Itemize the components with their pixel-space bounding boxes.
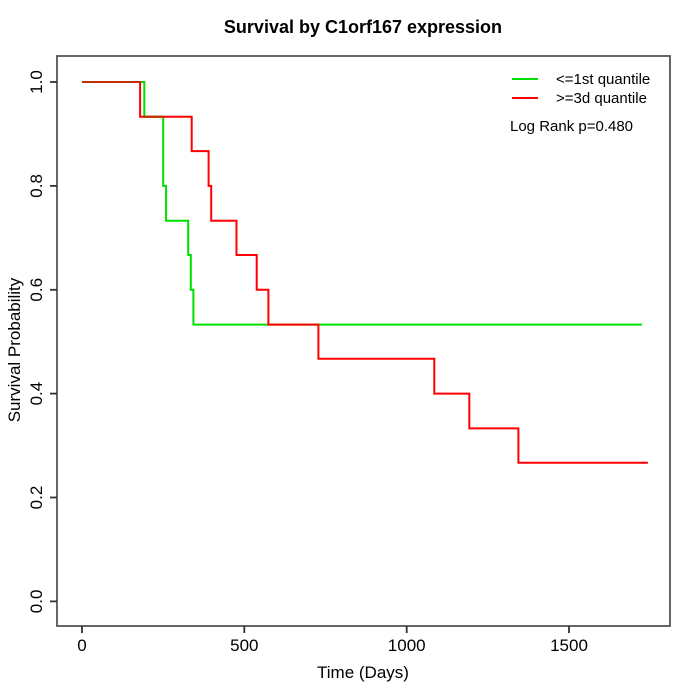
plot-border [56, 55, 671, 627]
y-tick-label: 0.6 [27, 278, 46, 302]
y-axis-title: Survival Probability [5, 277, 24, 422]
legend-label-first-quantile: <=1st quantile [556, 71, 650, 88]
y-tick-label: 0.4 [27, 382, 46, 406]
survival-curve-high-expression [82, 81, 648, 464]
chart-title: Survival by C1orf167 expression [224, 17, 502, 37]
legend: <=1st quantile >=3d quantile Log Rank p=… [510, 71, 650, 135]
x-axis-ticks: 0 500 1000 1500 [77, 626, 588, 655]
x-tick-label: 500 [230, 636, 258, 655]
x-tick-label: 1500 [550, 636, 588, 655]
y-axis-ticks: 0.0 0.2 0.4 0.6 0.8 1.0 [27, 70, 57, 613]
x-tick-label: 0 [77, 636, 86, 655]
survival-curves [82, 81, 648, 464]
legend-label-third-quantile: >=3d quantile [556, 90, 647, 107]
y-tick-label: 0.0 [27, 590, 46, 614]
y-tick-label: 0.2 [27, 486, 46, 510]
y-tick-label: 0.8 [27, 174, 46, 198]
x-tick-label: 1000 [388, 636, 426, 655]
x-axis-title: Time (Days) [317, 663, 409, 682]
y-tick-label: 1.0 [27, 70, 46, 94]
log-rank-annotation: Log Rank p=0.480 [510, 118, 633, 135]
